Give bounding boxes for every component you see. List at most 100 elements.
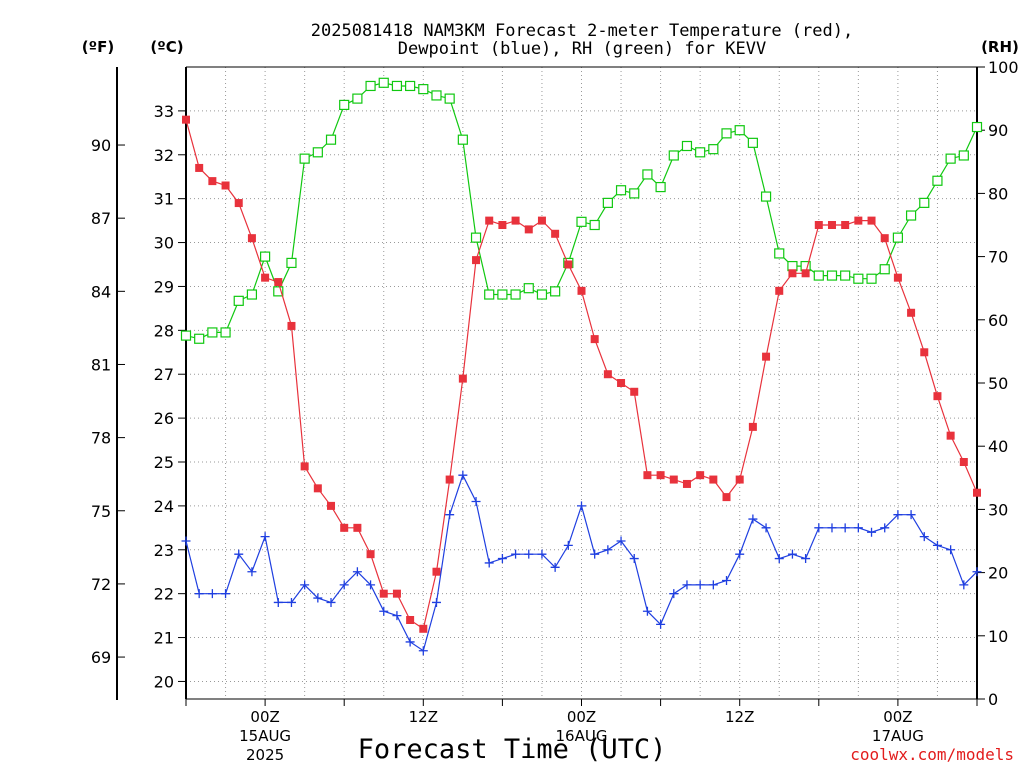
fahrenheit-tick-label: 78: [91, 429, 111, 448]
temperature-point: [959, 458, 968, 466]
dewpoint-point: [405, 637, 415, 647]
x-tick-label-date: 16AUG: [556, 727, 608, 745]
celsius-tick-label: 22: [154, 585, 174, 604]
dewpoint-point: [458, 470, 468, 480]
celsius-tick-label: 24: [154, 497, 174, 516]
rh-point: [905, 210, 917, 221]
rh-tick-label: 90: [988, 121, 1008, 140]
temperature-point: [564, 260, 573, 269]
rh-point: [220, 327, 231, 338]
dewpoint-point: [735, 549, 745, 559]
temperature-point: [485, 216, 494, 225]
dewpoint-point: [221, 589, 231, 599]
dewpoint-point: [577, 501, 586, 511]
temperature-point: [893, 273, 902, 282]
rh-point: [194, 333, 205, 344]
rh-tick-label: 50: [988, 374, 1008, 393]
celsius-tick-label: 26: [154, 409, 174, 428]
temperature-point: [498, 221, 507, 229]
rh-point: [971, 121, 983, 133]
rh-point: [418, 84, 429, 95]
dewpoint-point: [471, 497, 481, 506]
temperature-point: [445, 475, 454, 484]
dewpoint-point: [932, 540, 942, 550]
rh-point: [180, 330, 192, 341]
rh-point: [365, 80, 376, 92]
dewpoint-point: [840, 523, 850, 533]
x-tick-label: 12Z: [409, 708, 438, 726]
dewpoint-point: [537, 549, 547, 559]
dewpoint-point: [313, 593, 323, 603]
dewpoint-point: [880, 523, 890, 533]
rh-point: [457, 134, 468, 145]
temperature-point: [234, 199, 243, 208]
temperature-point: [524, 225, 533, 234]
temperature-point: [867, 216, 876, 225]
temperature-point: [973, 488, 981, 497]
temperature-point: [880, 234, 889, 243]
rh-tick-label: 40: [988, 437, 1008, 456]
dewpoint-point: [959, 580, 969, 590]
temperature-point: [195, 163, 204, 172]
rh-point: [550, 286, 561, 297]
temperature-point: [643, 471, 652, 480]
dewpoint-point: [286, 597, 296, 607]
rh-point: [787, 260, 798, 272]
temperature-point: [340, 523, 349, 532]
rh-point: [589, 219, 600, 231]
dewpoint-point: [326, 597, 336, 607]
temperature-point: [406, 616, 415, 624]
rh-point: [879, 264, 890, 275]
dewpoint-point: [629, 554, 639, 564]
rh-point: [207, 327, 218, 338]
rh-point: [695, 147, 706, 158]
celsius-tick-label: 28: [154, 321, 174, 340]
rh-point: [497, 289, 508, 300]
x-tick-label-year: 2025: [246, 746, 284, 764]
rh-tick-label: 100: [988, 58, 1019, 77]
rh-point: [378, 77, 389, 88]
rh-tick-label: 30: [988, 500, 1008, 519]
temperature-point: [458, 374, 467, 383]
fahrenheit-unit-label: (ºF): [82, 38, 114, 56]
celsius-tick-label: 21: [154, 629, 174, 648]
x-tick-label-date: 17AUG: [872, 727, 924, 745]
rh-point: [668, 150, 679, 161]
rh-point: [405, 80, 416, 92]
fahrenheit-tick-label: 72: [91, 575, 111, 594]
rh-point: [352, 93, 363, 104]
dewpoint-point: [656, 619, 666, 629]
dewpoint-point: [853, 523, 863, 533]
rh-point: [734, 125, 745, 136]
temperature-point: [274, 278, 283, 287]
dewpoint-point: [418, 646, 428, 656]
rh-tick-label: 80: [988, 184, 1008, 203]
dewpoint-point: [339, 580, 349, 590]
rh-point: [339, 99, 350, 111]
temperature-point: [379, 589, 388, 598]
temperature-point: [630, 387, 639, 396]
celsius-tick-label: 25: [154, 453, 174, 472]
temperature-point: [603, 370, 612, 379]
x-tick-label: 00Z: [883, 708, 912, 726]
x-tick-label: 00Z: [250, 708, 279, 726]
dewpoint-point: [642, 606, 652, 616]
dewpoint-point: [352, 567, 362, 577]
temperature-point: [511, 216, 520, 225]
rh-point: [840, 270, 851, 281]
rh-point: [774, 248, 785, 259]
dewpoint-point: [801, 554, 811, 564]
dewpoint-point: [787, 549, 797, 559]
dewpoint-point: [260, 532, 270, 542]
chart-title-line-2: Dewpoint (blue), RH (green) for KEVV: [398, 39, 766, 59]
rh-tick-label: 0: [988, 690, 998, 709]
dewpoint-point: [827, 523, 837, 533]
dewpoint-point: [234, 549, 244, 559]
dewpoint-point: [484, 558, 494, 568]
dewpoint-point: [761, 523, 771, 533]
dewpoint-point: [893, 510, 903, 520]
temperature-point: [907, 308, 916, 317]
dewpoint-point: [392, 611, 402, 621]
dewpoint-point: [867, 527, 877, 537]
